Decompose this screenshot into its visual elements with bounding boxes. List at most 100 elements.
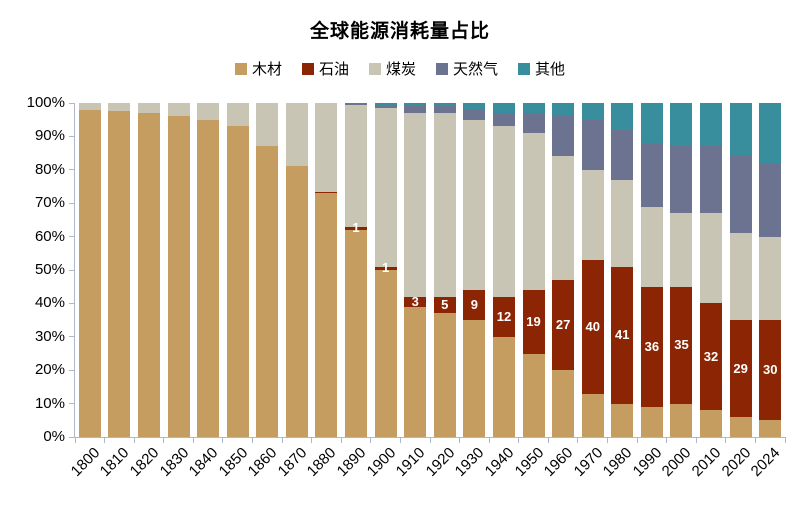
segment-other-2024 [759, 103, 782, 164]
segment-wood-2010 [700, 410, 723, 437]
bar-1870 [285, 103, 308, 437]
segment-coal-1940 [492, 126, 515, 297]
legend-swatch-gas [436, 62, 448, 75]
segment-coal-1900 [374, 108, 397, 267]
segment-wood-2020 [729, 416, 752, 437]
segment-wood-1970 [581, 393, 604, 437]
bar-1920: 5 [433, 103, 456, 437]
segment-oil-1980 [611, 266, 634, 404]
segment-gas-2000 [670, 146, 693, 214]
x-axis-tick [222, 438, 224, 443]
x-axis-tick [133, 438, 135, 443]
x-axis-tick [399, 438, 401, 443]
segment-other-1980 [611, 103, 634, 130]
oil-value-label-1890: 1 [352, 220, 360, 236]
bar-1840 [197, 103, 220, 437]
oil-value-label-1980: 41 [615, 327, 630, 343]
bar-1830 [167, 103, 190, 437]
segment-wood-1870 [285, 166, 308, 437]
bar-1940: 12 [492, 103, 515, 437]
segment-gas-1990 [640, 143, 663, 207]
y-axis-tick [69, 135, 74, 137]
segment-gas-1960 [552, 116, 575, 157]
segment-other-1950 [522, 103, 545, 114]
segment-gas-2010 [700, 146, 723, 214]
segment-coal-2000 [670, 213, 693, 287]
x-axis-tick [754, 438, 756, 443]
y-axis-tick [69, 269, 74, 271]
segment-wood-1960 [552, 370, 575, 437]
bar-1950: 19 [522, 103, 545, 437]
segment-coal-1950 [522, 133, 545, 291]
segment-coal-1910 [404, 113, 427, 297]
legend-label-oil: 石油 [318, 61, 349, 78]
segment-wood-1830 [167, 116, 190, 437]
segment-gas-2024 [759, 163, 782, 237]
x-axis-tick [311, 438, 313, 443]
segment-oil-1990 [640, 286, 663, 407]
legend-swatch-coal [368, 62, 381, 75]
x-axis-tick [281, 438, 283, 443]
chart-title: 全球能源消耗量占比 [309, 21, 490, 42]
segment-wood-2000 [670, 403, 693, 437]
y-axis-label: 70% [34, 194, 65, 212]
segment-oil-1970 [581, 260, 604, 394]
segment-wood-1990 [640, 406, 663, 437]
x-axis-tick [104, 438, 106, 443]
y-axis-tick [69, 169, 74, 171]
legend-swatch-other [518, 62, 531, 75]
bar-1900: 1 [374, 103, 397, 437]
oil-value-label-1910: 3 [411, 293, 419, 309]
segment-coal-1930 [463, 119, 486, 291]
segment-coal-1920 [433, 113, 456, 297]
x-axis-tick [784, 438, 786, 443]
segment-oil-2020 [729, 320, 752, 417]
bar-1980: 41 [611, 103, 634, 437]
segment-oil-1930 [463, 290, 486, 321]
x-axis-tick [74, 438, 76, 443]
y-axis-label: 80% [34, 160, 65, 178]
y-axis-label: 10% [34, 394, 65, 412]
x-axis-tick [488, 438, 490, 443]
y-axis-tick [69, 369, 74, 371]
y-axis-label: 20% [34, 361, 65, 379]
segment-other-1920 [433, 103, 456, 107]
segment-other-1910 [404, 103, 427, 107]
legend-label-other: 其他 [535, 61, 566, 78]
x-axis-tick [725, 438, 727, 443]
x-axis-tick [636, 438, 638, 443]
bar-1960: 27 [552, 103, 575, 437]
segment-wood-1930 [463, 320, 486, 437]
legend-label-wood: 木材 [251, 61, 282, 78]
segment-oil-1900 [374, 266, 397, 270]
y-axis-label: 90% [34, 127, 65, 145]
x-axis-tick [577, 438, 579, 443]
segment-coal-1810 [108, 103, 131, 112]
oil-value-label-1950: 19 [526, 313, 541, 329]
x-axis-tick [607, 438, 608, 443]
segment-coal-1880 [315, 103, 338, 192]
segment-wood-1810 [108, 111, 131, 437]
y-axis-label: 50% [34, 261, 65, 278]
segment-gas-1920 [433, 106, 456, 114]
bar-1800 [78, 103, 101, 437]
bar-1930: 9 [463, 103, 486, 437]
segment-coal-1830 [167, 103, 190, 117]
segment-oil-1910 [404, 296, 427, 307]
y-axis-label: 60% [34, 227, 65, 245]
segment-oil-2010 [700, 303, 723, 411]
segment-oil-1940 [492, 296, 515, 337]
x-axis [74, 437, 786, 438]
legend-item-wood: 木材 [234, 58, 282, 79]
segment-wood-1860 [256, 146, 279, 437]
segment-other-1940 [492, 103, 515, 114]
bar-1910: 3 [404, 103, 427, 437]
segment-coal-1890 [345, 104, 368, 227]
legend-swatch-oil [301, 62, 314, 75]
y-axis-tick [69, 102, 74, 104]
legend-item-coal: 煤炭 [368, 58, 416, 79]
y-axis-tick [69, 302, 74, 304]
oil-value-label-1930: 9 [470, 297, 478, 313]
segment-oil-1920 [433, 296, 456, 314]
